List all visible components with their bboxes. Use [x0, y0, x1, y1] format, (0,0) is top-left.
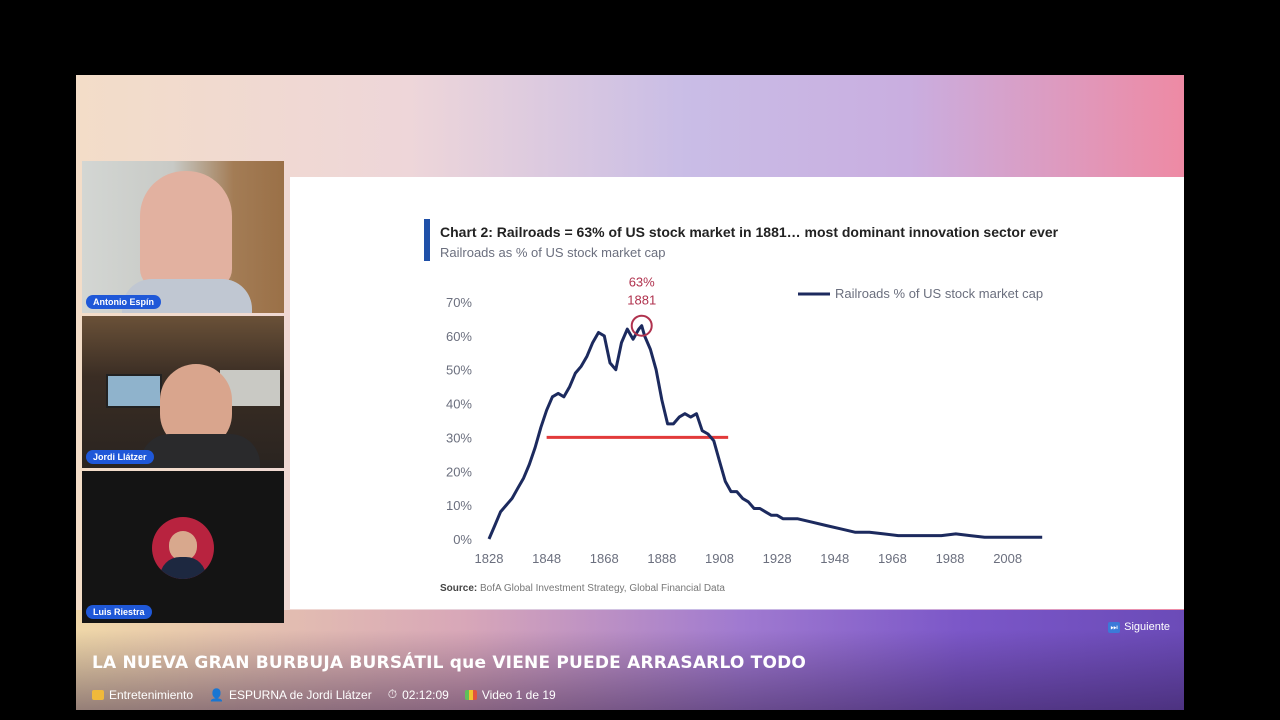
x-tick-label: 1868 — [590, 551, 619, 566]
participant-tile-3[interactable]: Luis Riestra — [82, 471, 284, 623]
wall-map-screen — [106, 374, 162, 408]
legend-label: Railroads % of US stock market cap — [835, 286, 1043, 301]
skip-forward-icon: ⏭ — [1108, 621, 1121, 633]
playlist-position: Video 1 de 19 — [464, 687, 556, 702]
series-line — [487, 324, 1043, 540]
participant-name-tag: Antonio Espín — [86, 295, 161, 309]
y-tick-label: 10% — [446, 498, 472, 513]
duration: ⏱ 02:12:09 — [388, 687, 449, 702]
y-tick-label: 40% — [446, 397, 472, 412]
chart-subtitle: Railroads as % of US stock market cap — [440, 245, 665, 260]
video-title: LA NUEVA GRAN BURBUJA BURSÁTIL que VIENE… — [92, 653, 807, 673]
video-stage: Antonio Espín Jordi Llátzer Luis Riestra… — [76, 75, 1184, 710]
peak-annotation-circle — [630, 314, 653, 337]
bottom-shade — [76, 630, 1184, 710]
x-tick-label: 1848 — [532, 551, 561, 566]
presentation-slide: Chart 2: Railroads = 63% of US stock mar… — [290, 177, 1184, 609]
x-tick-label: 1908 — [705, 551, 734, 566]
channel-link[interactable]: 👤 ESPURNA de Jordi Llátzer — [209, 688, 372, 702]
avatar — [152, 517, 214, 579]
x-tick-label: 1828 — [475, 551, 504, 566]
y-tick-label: 0% — [453, 532, 472, 547]
source-text: BofA Global Investment Strategy, Global … — [480, 583, 725, 594]
x-tick-label: 1968 — [878, 551, 907, 566]
chart: Chart 2: Railroads = 63% of US stock mar… — [424, 219, 1059, 594]
video-meta-row: Entretenimiento 👤 ESPURNA de Jordi Llátz… — [92, 687, 556, 702]
participant-face-1 — [140, 171, 232, 289]
x-tick-label: 1928 — [763, 551, 792, 566]
participant-name-tag: Jordi Llátzer — [86, 450, 154, 464]
playlist-position-label: Video 1 de 19 — [481, 687, 556, 702]
user-icon: 👤 — [209, 687, 224, 702]
y-tick-label: 30% — [446, 430, 472, 445]
x-tick-label: 1888 — [647, 551, 676, 566]
category-link[interactable]: Entretenimiento — [92, 688, 193, 702]
stopwatch-icon: ⏱ — [387, 687, 398, 701]
participant-name-tag: Luis Riestra — [86, 605, 152, 619]
peak-annotation-value: 63% — [629, 275, 655, 290]
y-tick-label: 70% — [446, 295, 472, 310]
channel-label: ESPURNA de Jordi Llátzer — [229, 687, 372, 702]
chart-title: Chart 2: Railroads = 63% of US stock mar… — [440, 224, 1059, 240]
next-label: Siguiente — [1124, 621, 1170, 633]
source-label: Source: — [440, 583, 477, 594]
folder-icon — [92, 689, 104, 700]
y-tick-label: 60% — [446, 329, 472, 344]
y-tick-label: 50% — [446, 363, 472, 378]
peak-annotation-year: 1881 — [627, 293, 656, 308]
bar-chart-icon — [464, 689, 477, 700]
y-tick-label: 20% — [446, 464, 472, 479]
bottom-gradient-band — [76, 610, 1184, 710]
x-tick-label: 1948 — [820, 551, 849, 566]
x-tick-label: 2008 — [993, 551, 1022, 566]
x-tick-label: 1988 — [936, 551, 965, 566]
duration-label: 02:12:09 — [402, 687, 449, 702]
next-video-button[interactable]: ⏭ Siguiente — [1108, 621, 1170, 633]
title-accent-bar — [424, 219, 430, 261]
participant-tile-1[interactable]: Antonio Espín — [82, 161, 284, 313]
participant-body-2 — [140, 434, 260, 468]
category-label: Entretenimiento — [109, 687, 194, 702]
participant-tile-2[interactable]: Jordi Llátzer — [82, 316, 284, 468]
